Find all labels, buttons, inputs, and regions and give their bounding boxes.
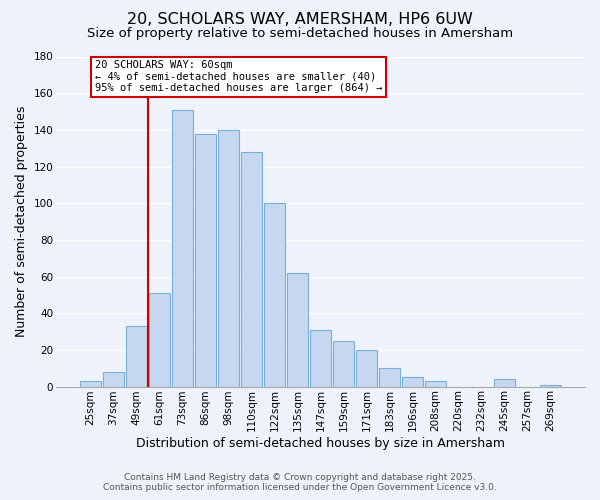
Bar: [310, 330, 331, 386]
Bar: [149, 293, 170, 386]
Bar: [241, 152, 262, 386]
Bar: [540, 384, 561, 386]
Bar: [379, 368, 400, 386]
Bar: [287, 273, 308, 386]
Bar: [356, 350, 377, 387]
Bar: [172, 110, 193, 386]
Text: 20 SCHOLARS WAY: 60sqm
← 4% of semi-detached houses are smaller (40)
95% of semi: 20 SCHOLARS WAY: 60sqm ← 4% of semi-deta…: [95, 60, 383, 94]
Bar: [494, 379, 515, 386]
Bar: [402, 378, 423, 386]
Bar: [425, 381, 446, 386]
Text: 20, SCHOLARS WAY, AMERSHAM, HP6 6UW: 20, SCHOLARS WAY, AMERSHAM, HP6 6UW: [127, 12, 473, 28]
Y-axis label: Number of semi-detached properties: Number of semi-detached properties: [15, 106, 28, 337]
Bar: [333, 340, 354, 386]
Text: Contains HM Land Registry data © Crown copyright and database right 2025.
Contai: Contains HM Land Registry data © Crown c…: [103, 473, 497, 492]
Bar: [103, 372, 124, 386]
Bar: [264, 203, 285, 386]
Bar: [80, 381, 101, 386]
X-axis label: Distribution of semi-detached houses by size in Amersham: Distribution of semi-detached houses by …: [136, 437, 505, 450]
Text: Size of property relative to semi-detached houses in Amersham: Size of property relative to semi-detach…: [87, 28, 513, 40]
Bar: [218, 130, 239, 386]
Bar: [195, 134, 216, 386]
Bar: [126, 326, 147, 386]
